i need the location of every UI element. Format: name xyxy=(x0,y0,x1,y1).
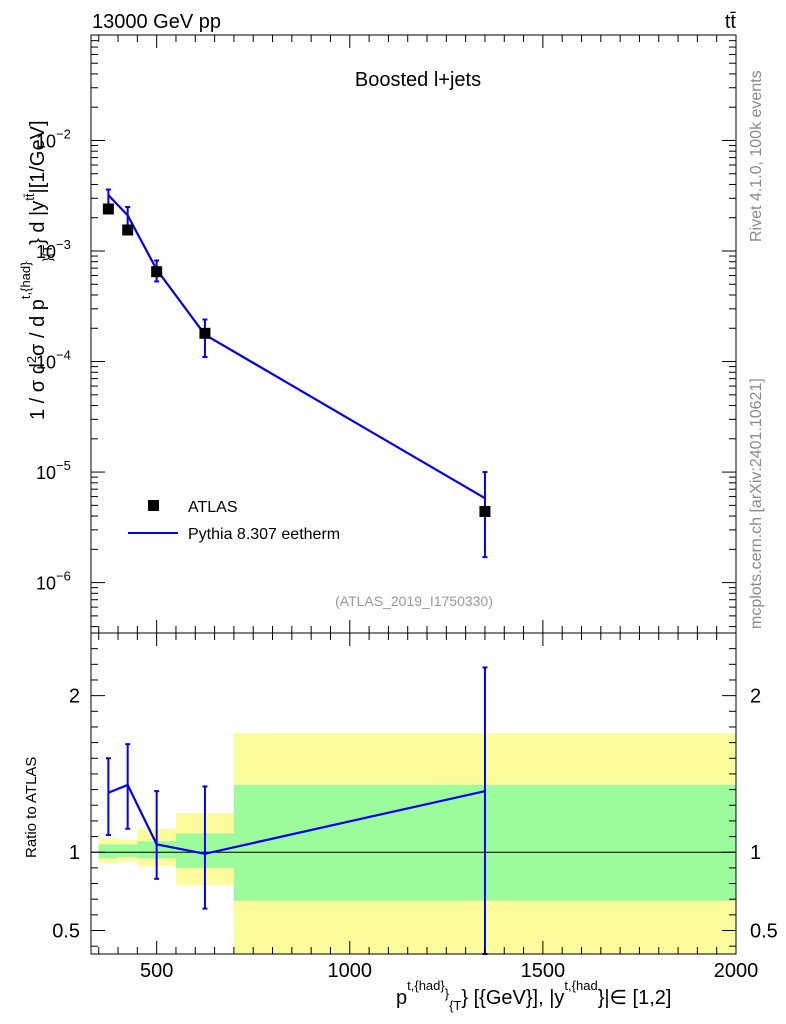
main-y-tick-label: 10−4 xyxy=(36,348,71,373)
process-label: tt̄ xyxy=(725,11,737,33)
ratio-panel: 0.5 0.5 1 1 2 2 500 1000 1500 2000 xyxy=(52,632,778,982)
rivet-version-label: Rivet 4.1.0, 100k events xyxy=(748,70,765,242)
ratio-tick-labels: 0.5 0.5 1 1 2 2 xyxy=(52,686,778,943)
ratio-bands xyxy=(98,733,737,954)
main-frame xyxy=(90,34,737,634)
ratio-ylabel: Ratio to ATLAS xyxy=(23,757,40,858)
ratio-frame xyxy=(90,632,737,955)
x-tick-label: 1500 xyxy=(521,960,566,982)
ratio-y-tick-label: 0.5 xyxy=(52,921,80,943)
ratio-y-tick-label-right: 2 xyxy=(750,686,761,708)
x-tick-label: 2000 xyxy=(714,960,759,982)
x-tick-label: 500 xyxy=(140,960,173,982)
energy-label: 13000 GeV pp xyxy=(92,11,221,33)
atlas-data-point xyxy=(199,327,211,339)
inner-uncertainty-band xyxy=(118,844,138,857)
atlas-data-point xyxy=(102,203,114,215)
main-title: Boosted l+jets xyxy=(355,69,481,91)
legend-atlas-marker xyxy=(148,500,159,511)
main-panel: Boosted l+jets (ATLAS_2019_I1750330) 10−… xyxy=(36,34,737,634)
ratio-marks xyxy=(105,666,488,955)
mcplots-label: mcplots.cern.ch [arXiv:2401.10621] xyxy=(748,378,765,629)
inner-uncertainty-band xyxy=(98,844,119,859)
x-tick-label: 1000 xyxy=(328,960,373,982)
main-ylabel: 1 / σ d2σ / d pt,{had}}{T} d |ytt̄|[1/Ge… xyxy=(18,120,55,420)
pythia-curve xyxy=(107,194,486,500)
atlas-data-point xyxy=(479,505,491,517)
analysis-id: (ATLAS_2019_I1750330) xyxy=(335,593,493,609)
legend-pythia-label: Pythia 8.307 eetherm xyxy=(188,526,340,543)
atlas-data-point xyxy=(122,224,134,236)
atlas-data-point xyxy=(151,266,163,278)
ratio-y-tick-label: 1 xyxy=(69,842,80,864)
main-y-tick-label: 10−5 xyxy=(36,458,71,483)
ratio-y-tick-label: 2 xyxy=(69,686,80,708)
legend-atlas-label: ATLAS xyxy=(188,499,238,516)
ratio-y-tick-label-right: 1 xyxy=(750,842,761,864)
main-y-tick-label: 10−6 xyxy=(36,569,71,594)
x-tick-labels: 500 1000 1500 2000 xyxy=(140,960,758,982)
ratio-ticks xyxy=(91,632,737,954)
main-y-tick-label: 10−2 xyxy=(36,126,71,151)
ratio-y-tick-label-right: 0.5 xyxy=(750,921,778,943)
main-y-tick-label: 10−3 xyxy=(36,237,71,262)
main-ticks xyxy=(91,34,737,633)
legend: ATLAS Pythia 8.307 eetherm xyxy=(128,499,340,543)
main-tick-labels: 10−6 10−5 10−4 10−3 10−2 xyxy=(36,126,71,593)
main-marks xyxy=(102,188,491,559)
x-axis-label: pt,{had}}{T} [{GeV}], |yt,{had}|∈ [1,2] xyxy=(396,978,671,1013)
